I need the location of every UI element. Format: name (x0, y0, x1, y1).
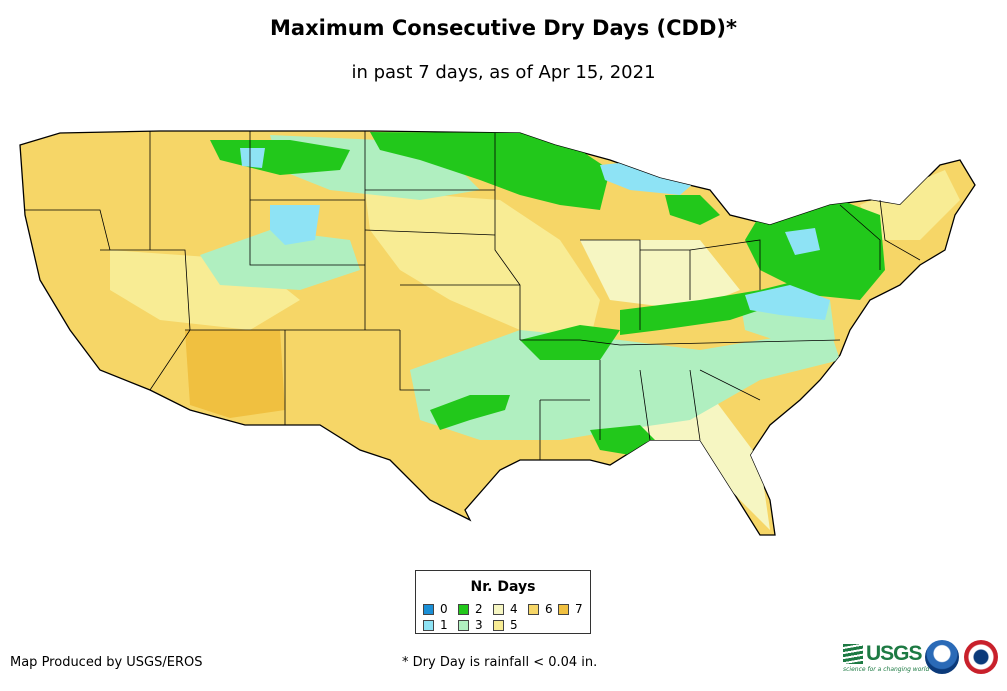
legend-title: Nr. Days (470, 579, 536, 595)
legend-swatch (528, 603, 539, 615)
legend-swatch (458, 603, 469, 615)
usgs-logo: USGS (843, 642, 923, 666)
legend-item: 6 (528, 602, 553, 616)
legend-label: 2 (475, 602, 483, 616)
legend-swatch (558, 603, 569, 615)
legend-swatch (493, 603, 504, 615)
region-1-day-appalachia (745, 285, 830, 320)
legend-swatch (493, 619, 504, 631)
region-3-days-rockies (200, 230, 360, 290)
region-1-day-montana (240, 148, 265, 168)
region-2-days-texas (430, 395, 510, 430)
legend-item: 1 (423, 618, 448, 632)
usgs-tagline: science for a changing world (843, 666, 930, 673)
legend-item: 4 (493, 602, 518, 616)
state-borders (25, 131, 921, 460)
legend-label: 3 (475, 618, 483, 632)
usgs-wave-icon (843, 644, 863, 664)
region-1-day-pennsylvania (785, 228, 820, 255)
region-2-days-michigan (665, 195, 720, 225)
us-dry-days-map (19, 130, 976, 536)
legend-label: 4 (510, 602, 518, 616)
noaa-logo-icon (925, 640, 959, 674)
legend-label: 1 (440, 618, 448, 632)
legend-item: 3 (458, 618, 483, 632)
region-5-days-northeast (860, 170, 960, 240)
map-fill (19, 130, 976, 536)
region-5-days-plains (365, 190, 600, 340)
legend-item: 0 (423, 602, 448, 616)
dry-day-footnote: * Dry Day is rainfall < 0.04 in. (402, 655, 598, 670)
map-credit: Map Produced by USGS/EROS (10, 655, 203, 670)
region-1-day-upper-michigan (600, 160, 700, 195)
legend-label: 7 (575, 602, 583, 616)
map-subtitle: in past 7 days, as of Apr 15, 2021 (351, 62, 656, 83)
map-title: Maximum Consecutive Dry Days (CDD)* (270, 16, 737, 40)
legend-item: 5 (493, 618, 518, 632)
legend-swatch (423, 619, 434, 631)
legend-swatch (458, 619, 469, 631)
usgs-logo-text: USGS (866, 642, 923, 665)
legend-label: 5 (510, 618, 518, 632)
region-7-days-southwest (185, 330, 285, 418)
legend-item: 2 (458, 602, 483, 616)
legend-label: 6 (545, 602, 553, 616)
region-1-day-wyoming (270, 205, 320, 245)
legend-swatch (423, 603, 434, 615)
legend-label: 0 (440, 602, 448, 616)
region-3-days-south (410, 330, 840, 440)
legend: Nr. Days 0 1 2 3 4 5 6 7 (415, 570, 591, 634)
legend-item: 7 (558, 602, 583, 616)
region-2-days-upper-midwest (370, 132, 610, 210)
region-4-days-midwest (580, 240, 740, 310)
region-2-days-ozarks (520, 325, 620, 360)
nws-logo-icon (964, 640, 998, 674)
